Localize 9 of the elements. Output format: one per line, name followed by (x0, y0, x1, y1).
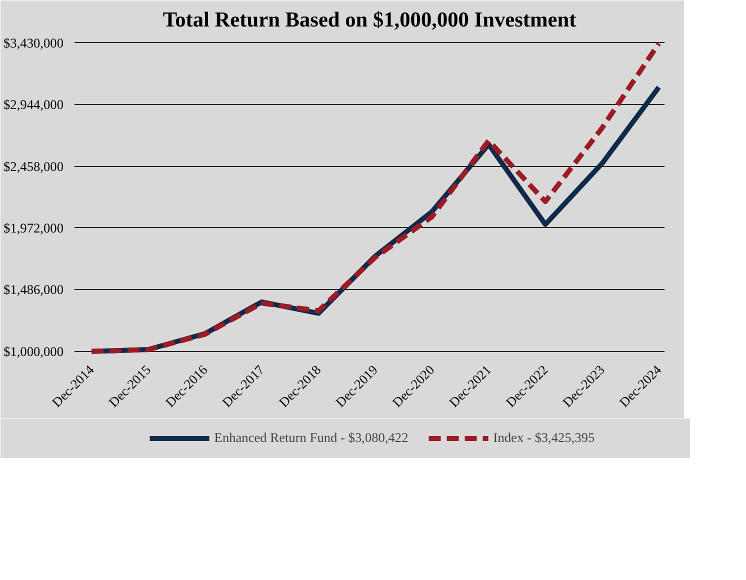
y-tick-label: $2,944,000 (4, 97, 64, 112)
chart-title: Total Return Based on $1,000,000 Investment (162, 8, 578, 32)
y-tick-label: $3,430,000 (4, 35, 64, 50)
y-tick-label: $1,486,000 (4, 282, 64, 298)
y-tick-label: $1,972,000 (4, 220, 64, 236)
y-tick-label: $1,000,000 (4, 344, 64, 359)
legend-label: Index - $3,425,395 (493, 430, 595, 446)
legend-label: Enhanced Return Fund - $3,080,422 (214, 430, 408, 446)
y-tick-label: $2,458,000 (4, 158, 64, 174)
